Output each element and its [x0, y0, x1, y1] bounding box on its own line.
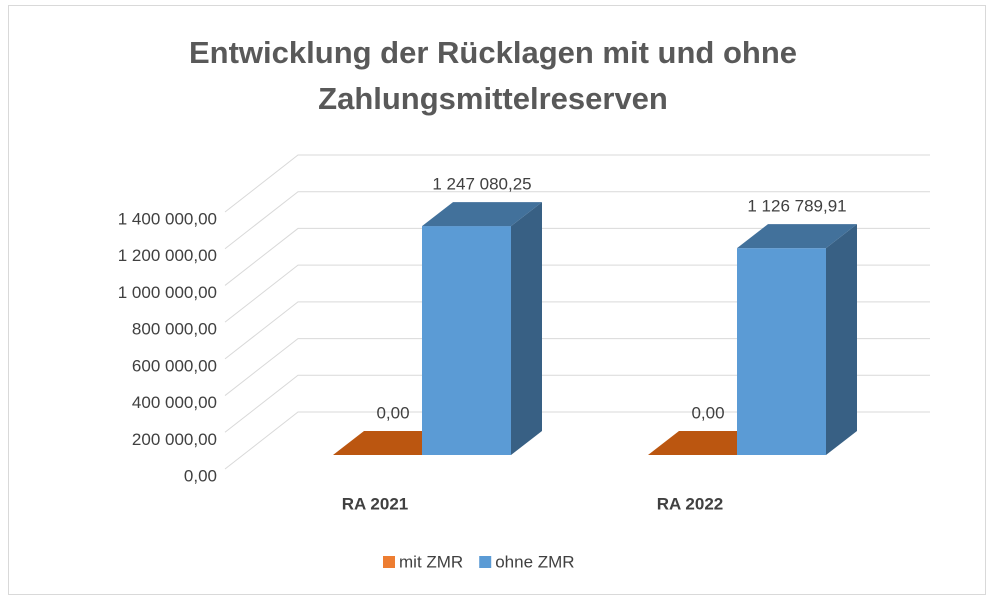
grid-line	[224, 264, 930, 323]
x-tick-label: RA 2022	[657, 494, 723, 513]
grid-line	[224, 191, 930, 250]
legend-label: mit ZMR	[399, 552, 463, 571]
y-tick-label: 1 200 000,00	[118, 246, 217, 265]
y-tick-label: 400 000,00	[132, 393, 217, 412]
bar-top	[737, 224, 857, 249]
grid-line	[224, 301, 930, 360]
y-tick-label: 1 400 000,00	[118, 209, 217, 228]
x-tick-label: RA 2021	[342, 494, 408, 513]
data-label: 1 247 080,25	[432, 175, 531, 194]
data-label: 1 126 789,91	[747, 197, 846, 216]
chart-title: Entwicklung der Rücklagen mit und ohne Z…	[189, 35, 797, 116]
grid-line	[224, 338, 930, 396]
bar	[737, 248, 826, 455]
bar-top	[422, 202, 542, 227]
grid-line	[224, 374, 930, 433]
y-tick-label: 200 000,00	[132, 430, 217, 449]
y-tick-label: 1 000 000,00	[118, 283, 217, 302]
y-tick-label: 800 000,00	[132, 320, 217, 339]
y-tick-label: 600 000,00	[132, 356, 217, 375]
bar	[422, 226, 511, 455]
data-label: 0,00	[376, 403, 409, 422]
data-label: 0,00	[691, 403, 724, 422]
grid-line	[224, 227, 930, 286]
legend-swatch	[479, 556, 492, 568]
legend-label: ohne ZMR	[495, 552, 574, 571]
chart-border	[8, 5, 986, 595]
bar-side	[511, 202, 542, 455]
grid-line	[224, 154, 930, 213]
grid-line	[224, 411, 930, 470]
bar-side	[826, 224, 857, 455]
y-tick-label: 0,00	[184, 466, 217, 485]
legend-swatch	[383, 556, 395, 568]
